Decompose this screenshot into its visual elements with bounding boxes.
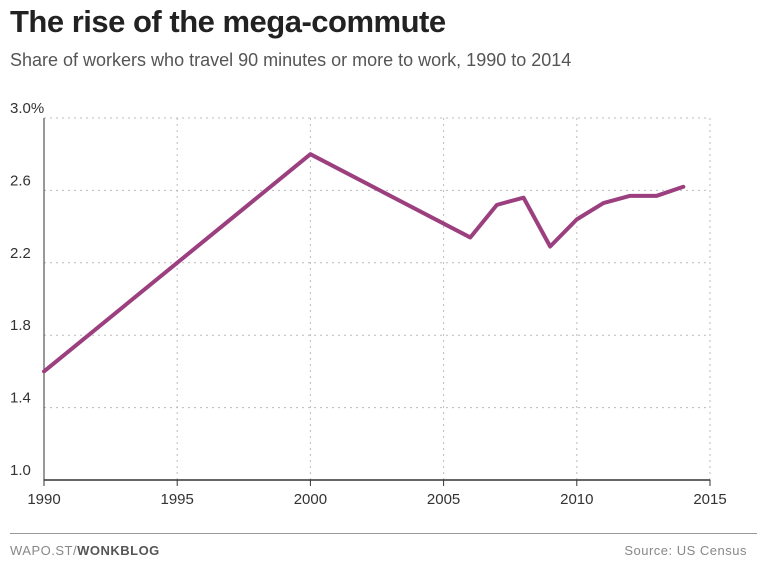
x-tick-label: 1995 (161, 491, 194, 508)
credit-prefix: WAPO.ST/ (10, 543, 78, 558)
y-tick-label: 3.0% (10, 100, 44, 117)
chart-subtitle: Share of workers who travel 90 minutes o… (10, 50, 572, 70)
x-tick-label: 1990 (27, 491, 60, 508)
y-tick-label: 2.2 (10, 245, 31, 262)
y-tick-label: 2.6 (10, 172, 31, 189)
x-tick-label: 2000 (294, 491, 327, 508)
y-tick-label: 1.4 (10, 390, 31, 407)
credit-bold: WONKBLOG (77, 543, 160, 558)
source-note: Source: US Census (624, 543, 747, 558)
x-tick-label: 2005 (427, 491, 460, 508)
chart-title: The rise of the mega-commute (10, 4, 446, 39)
x-tick-label: 2015 (693, 491, 726, 508)
footer-divider (10, 533, 757, 534)
x-tick-label: 2010 (560, 491, 593, 508)
line-chart: 1.0 1.4 1.8 2.2 2.6 3.0% 1990 1995 2000 2005 2010 2… (10, 100, 727, 508)
y-tick-label: 1.0 (10, 462, 31, 479)
credit: WAPO.ST/WONKBLOG (10, 543, 160, 558)
y-tick-label: 1.8 (10, 317, 31, 334)
